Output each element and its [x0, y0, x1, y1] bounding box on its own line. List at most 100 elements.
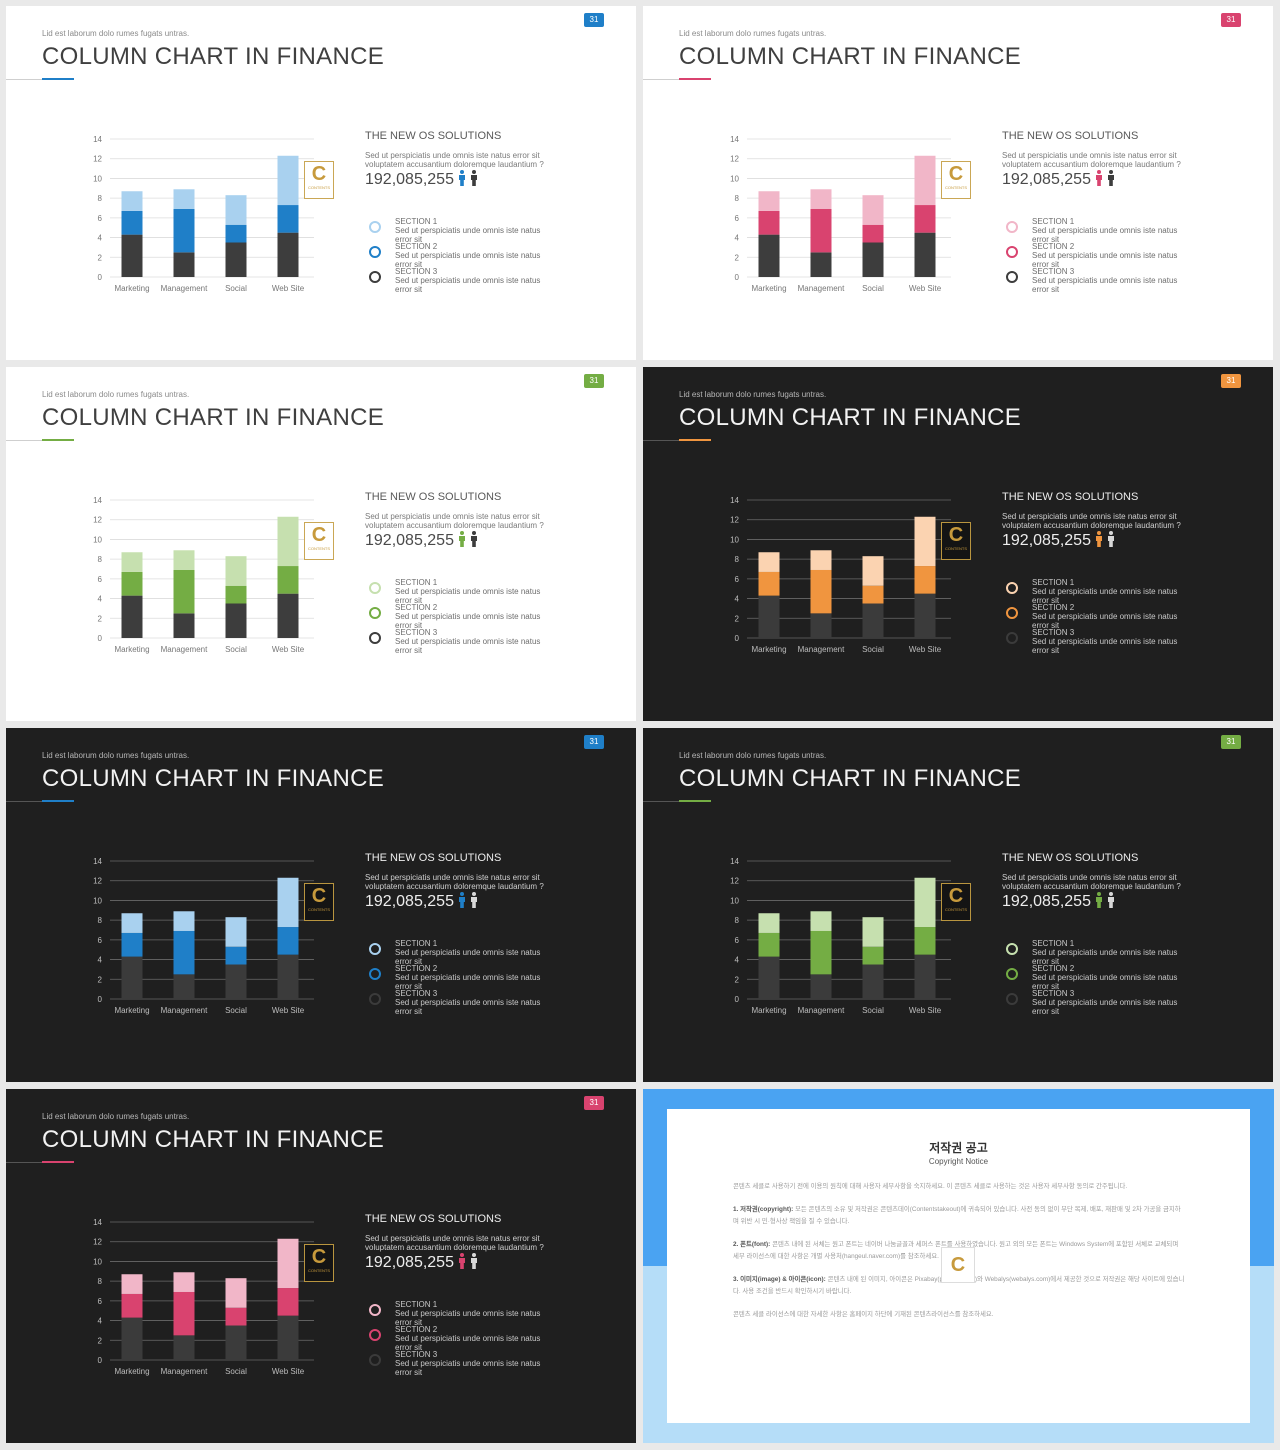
y-tick-label: 0 [98, 995, 103, 1004]
slide-title: COLUMN CHART IN FINANCE [42, 404, 385, 431]
info-heading: THE NEW OS SOLUTIONS [1002, 130, 1139, 142]
title-accent-line [679, 78, 711, 80]
page-number-badge: 31 [1221, 374, 1241, 388]
x-category-label: Social [225, 1367, 247, 1376]
contents-logo: C CONTENTS [941, 883, 971, 921]
title-rule [6, 801, 42, 802]
bar-segment [277, 593, 299, 638]
circle-marker-icon [369, 1354, 381, 1366]
bar-segment [225, 195, 247, 225]
bar-segment [225, 603, 247, 638]
bar-segment [810, 252, 832, 277]
bar-segment [121, 552, 143, 572]
bar-segment [914, 232, 936, 277]
info-number: 192,085,255 [365, 171, 454, 188]
legend-section: SECTION 2 Sed ut perspiciatis unde omnis … [365, 603, 575, 630]
legend-section: SECTION 3 Sed ut perspiciatis unde omnis … [1002, 628, 1212, 655]
y-tick-label: 12 [730, 516, 739, 525]
bar-segment [121, 1317, 143, 1360]
section-title: SECTION 2 [1032, 964, 1075, 973]
section-title: SECTION 3 [1032, 989, 1075, 998]
bar-segment [173, 569, 195, 614]
contents-logo: C CONTENTS [941, 522, 971, 560]
x-category-label: Management [798, 1006, 845, 1015]
bar-segment [173, 930, 195, 975]
slide-title: COLUMN CHART IN FINANCE [679, 43, 1022, 70]
y-tick-label: 14 [730, 496, 739, 505]
y-tick-label: 4 [735, 956, 740, 965]
y-tick-label: 12 [93, 877, 102, 886]
x-category-label: Marketing [114, 1367, 149, 1376]
title-accent-line [679, 800, 711, 802]
circle-marker-icon [369, 632, 381, 644]
circle-marker-icon [369, 221, 381, 233]
y-tick-label: 8 [98, 555, 103, 564]
section-title: SECTION 3 [1032, 628, 1075, 637]
section-title: SECTION 2 [395, 603, 438, 612]
y-tick-label: 2 [98, 614, 103, 623]
slide-title: COLUMN CHART IN FINANCE [42, 43, 385, 70]
person-icon [1095, 892, 1103, 913]
section-title: SECTION 1 [1032, 217, 1075, 226]
bar-segment [862, 242, 884, 277]
y-tick-label: 10 [730, 174, 739, 183]
legend-section: SECTION 1 Sed ut perspiciatis unde omnis … [1002, 217, 1212, 244]
circle-marker-icon [1006, 632, 1018, 644]
bar-segment [277, 1315, 299, 1360]
legend-section: SECTION 2 Sed ut perspiciatis unde omnis … [1002, 604, 1212, 630]
column-chart: 0 2 4 6 8 10 12 14 Marketing Management Social Web … [725, 850, 965, 1022]
info-number-row: 192,085,255 [365, 1253, 575, 1274]
x-category-label: Social [862, 1006, 884, 1015]
title-rule [643, 801, 679, 802]
info-heading: THE NEW OS SOLUTIONS [365, 491, 502, 503]
legend-section: SECTION 1 Sed ut perspiciatis unde omnis … [365, 218, 575, 244]
column-chart: 0 2 4 6 8 10 12 14 Marketing Management Social Web … [88, 1211, 328, 1383]
section-title: SECTION 2 [395, 964, 438, 973]
section-description: Sed ut perspiciatis unde omnis iste natu… [1032, 948, 1178, 966]
column-chart: 0 2 4 6 8 10 12 14 Marketing Management Social Web … [725, 128, 965, 300]
info-number-row: 192,085,255 [1002, 892, 1212, 913]
contents-logo: C CONTENTS [304, 1244, 334, 1282]
info-heading: THE NEW OS SOLUTIONS [365, 130, 502, 142]
info-heading: THE NEW OS SOLUTIONS [1002, 852, 1139, 864]
x-category-label: Management [161, 645, 208, 654]
slide-4: 31 Lid est laborum dolo rumes fugats untr… [643, 367, 1273, 721]
section-description: Sed ut perspiciatis unde omnis iste natu… [1032, 973, 1178, 991]
section-title: SECTION 1 [395, 578, 438, 587]
section-title: SECTION 2 [395, 242, 438, 251]
column-chart: 0 2 4 6 8 10 12 14 Marketing Management Social Web … [725, 489, 965, 661]
bar-segment [173, 1335, 195, 1360]
circle-marker-icon [369, 943, 381, 955]
person-icon [470, 1253, 478, 1274]
person-icon [1095, 531, 1103, 552]
person-icon [458, 1253, 466, 1274]
info-number-row: 192,085,255 [365, 531, 575, 552]
legend-sections: SECTION 1 Sed ut perspiciatis unde omnis … [1002, 217, 1212, 294]
bar-segment [121, 932, 143, 957]
bar-segment [914, 155, 936, 206]
x-category-label: Marketing [114, 1006, 149, 1015]
bar-segment [758, 552, 780, 572]
bar-segment [758, 956, 780, 999]
bar-segment [914, 593, 936, 638]
section-title: SECTION 3 [395, 1350, 438, 1359]
circle-marker-icon [369, 607, 381, 619]
slide-subtitle: Lid est laborum dolo rumes fugats untras… [42, 751, 190, 760]
circle-marker-icon [369, 1304, 381, 1316]
slide-title: COLUMN CHART IN FINANCE [42, 765, 385, 792]
section-description: Sed ut perspiciatis unde omnis iste natu… [1032, 276, 1178, 294]
y-tick-label: 0 [735, 634, 740, 643]
contents-logo: C CONTENTS [304, 161, 334, 199]
legend-section: SECTION 2 Sed ut perspiciatis unde omnis … [365, 242, 575, 269]
legend-section: SECTION 3 Sed ut perspiciatis unde omnis … [365, 629, 575, 655]
info-number-row: 192,085,255 [365, 892, 575, 913]
y-tick-label: 4 [735, 595, 740, 604]
circle-marker-icon [369, 246, 381, 258]
bar-segment [277, 232, 299, 277]
page-number-badge: 31 [584, 374, 604, 388]
y-tick-label: 4 [98, 234, 103, 243]
bar-segment [173, 613, 195, 638]
bar-segment [173, 1291, 195, 1336]
y-tick-label: 14 [93, 857, 102, 866]
x-category-label: Management [798, 645, 845, 654]
